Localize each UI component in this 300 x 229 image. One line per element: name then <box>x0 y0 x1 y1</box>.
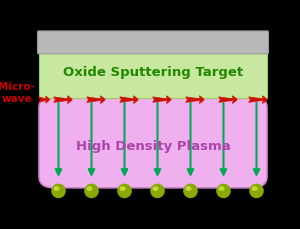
Ellipse shape <box>52 184 65 197</box>
Text: Oxide Sputtering Target: Oxide Sputtering Target <box>63 66 243 79</box>
Ellipse shape <box>120 187 125 190</box>
Ellipse shape <box>217 184 230 197</box>
Ellipse shape <box>85 184 98 197</box>
Text: Micro-
wave: Micro- wave <box>0 82 35 104</box>
Ellipse shape <box>151 184 164 197</box>
FancyBboxPatch shape <box>38 31 268 54</box>
Ellipse shape <box>153 187 158 190</box>
Ellipse shape <box>87 187 92 190</box>
FancyBboxPatch shape <box>39 96 267 188</box>
Text: High Density Plasma: High Density Plasma <box>76 140 230 153</box>
Ellipse shape <box>250 184 263 197</box>
Ellipse shape <box>184 184 197 197</box>
Ellipse shape <box>186 187 191 190</box>
Ellipse shape <box>219 187 224 190</box>
Ellipse shape <box>252 187 257 190</box>
Ellipse shape <box>54 187 59 190</box>
FancyBboxPatch shape <box>39 48 267 98</box>
Ellipse shape <box>118 184 131 197</box>
